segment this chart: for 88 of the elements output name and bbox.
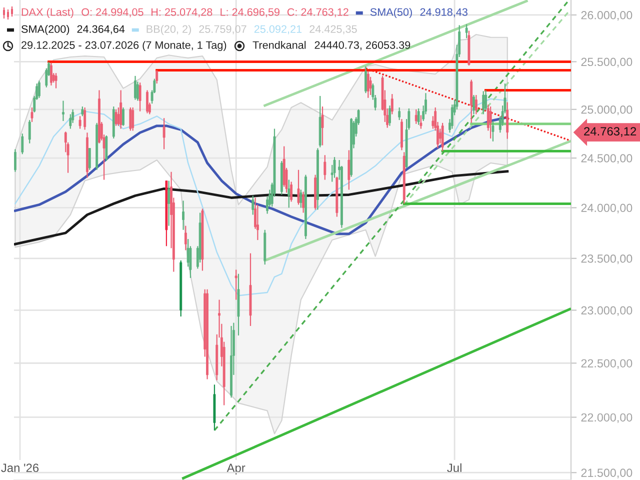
candlestick [417, 108, 420, 126]
annotation: 24.918,43 [420, 8, 468, 18]
annotation: 24440.73, 26053.39 [314, 41, 410, 50]
candlestick [290, 181, 293, 202]
annotation: H: 25.074,28 [152, 8, 212, 18]
candlestick [21, 133, 24, 155]
y-tick-label: 23.000,00 [581, 306, 632, 316]
legend-label: SMA(50) [370, 8, 412, 18]
text: 29.12.2025 - 23.07.2026 (7 Monate, 1 Tag) [22, 40, 226, 52]
candlestick [122, 106, 124, 126]
annotation: 24.364,64 [77, 25, 125, 34]
candlestick [297, 169, 300, 206]
y-tick-label: 22.500,00 [581, 359, 632, 369]
line-series [14, 170, 509, 246]
candlestick [38, 80, 40, 98]
text: DAX (Last) [22, 8, 74, 18]
candlestick [398, 106, 401, 121]
candlestick [138, 82, 142, 112]
annotation: C: 24.763,12 [287, 8, 348, 18]
candlestick [506, 102, 509, 140]
candlestick [234, 269, 238, 300]
candlestick [14, 148, 16, 172]
candlestick [28, 119, 31, 144]
candlestick [30, 106, 34, 123]
y-tick-label: 25.000,00 [581, 105, 632, 116]
annotation: 25.092,21 [254, 25, 302, 34]
candlestick [482, 90, 485, 115]
candlestick [470, 79, 473, 124]
legend-label: BB(20, 2) [146, 24, 191, 36]
candlestick [465, 24, 468, 39]
candlestick [120, 90, 122, 130]
candlestick [182, 200, 184, 230]
candlestick [54, 72, 58, 89]
candlestick [484, 90, 487, 111]
x-tick-label: Jan '26 [1, 464, 39, 472]
legend-label: SMA(200) [21, 24, 70, 36]
candlestick [134, 75, 136, 100]
candlestick [321, 106, 324, 146]
candlestick [88, 148, 91, 170]
candlestick [184, 225, 187, 251]
candlestick [81, 106, 84, 117]
candlestick [105, 135, 108, 162]
candlestick [348, 150, 350, 190]
candlestick [288, 179, 290, 208]
candlestick [489, 106, 492, 140]
candlestick [474, 94, 478, 115]
y-tick-label: 25.500,00 [581, 58, 632, 68]
candlestick [146, 90, 148, 114]
candlestick [300, 189, 302, 208]
candlestick [388, 105, 391, 126]
candlestick [132, 106, 134, 132]
candlestick [324, 154, 326, 180]
candlestick [78, 116, 82, 130]
x-tick-label: Apr [226, 464, 246, 474]
annotation: 25.759,07 [199, 25, 246, 34]
y-tick-label: 23.500,00 [581, 254, 632, 264]
candlestick [129, 106, 132, 132]
candlestick [252, 195, 254, 216]
candlestick [114, 108, 118, 126]
candlestick [156, 70, 158, 84]
y-tick-label: 24.500,00 [581, 154, 632, 164]
text: 24.763,12 [584, 127, 636, 137]
y-tick-label: 21.500,00 [581, 468, 632, 478]
candlestick [62, 100, 64, 122]
candlestick [390, 93, 394, 115]
y-tick-label: 22.000,00 [581, 413, 632, 423]
annotation: Trendkanal [252, 40, 306, 49]
candlestick [450, 104, 454, 130]
candlestick [420, 114, 422, 130]
candlestick [333, 156, 336, 178]
candlestick [69, 114, 72, 130]
candlestick [441, 122, 444, 152]
y-tick-label: 24.000,00 [581, 204, 632, 214]
candlestick [168, 180, 170, 226]
y-tick-label: 26.000,00 [581, 11, 632, 21]
line-series [14, 98, 508, 296]
x-tick-label: Jul [447, 463, 462, 472]
candlestick [162, 118, 166, 150]
candlestick [302, 191, 305, 214]
annotation: L: 24.696,59 [220, 8, 280, 18]
annotation: O: 24.994,05 [82, 8, 144, 18]
annotation: 24.425,35 [310, 25, 357, 34]
candlestick [472, 94, 475, 115]
candlestick [492, 120, 494, 142]
candlestick [366, 70, 370, 98]
candlestick [50, 62, 52, 86]
candlestick [364, 66, 367, 94]
candlestick [84, 106, 86, 130]
